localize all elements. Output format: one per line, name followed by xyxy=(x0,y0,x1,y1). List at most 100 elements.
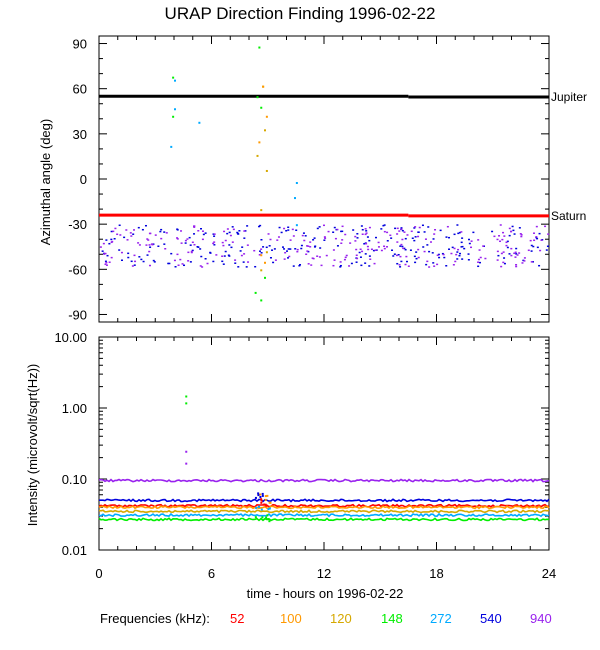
azimuth-point-940 xyxy=(148,232,151,235)
azimuth-point-540 xyxy=(340,230,343,233)
azimuth-point-540 xyxy=(160,228,163,231)
azimuth-point-940 xyxy=(187,260,190,262)
azimuth-point-540 xyxy=(461,237,464,239)
azimuth-point-540 xyxy=(515,253,518,255)
time-tick-label: 24 xyxy=(542,566,556,581)
azimuth-point-940 xyxy=(396,227,399,230)
azimuth-point-540 xyxy=(360,225,363,227)
azimuth-point-540 xyxy=(242,261,245,263)
azimuth-point-540 xyxy=(404,248,407,251)
azimuth-point-540 xyxy=(272,261,275,264)
azimuth-point-540 xyxy=(234,262,237,264)
azimuth-point-940 xyxy=(134,260,137,263)
azimuth-point-940 xyxy=(165,232,168,234)
azimuth-point-540 xyxy=(511,225,514,228)
azimuth-point-940 xyxy=(356,257,359,260)
azimuth-point-540 xyxy=(441,252,444,255)
azimuth-point-940 xyxy=(284,251,287,254)
azimuth-point-540 xyxy=(456,251,459,253)
azimuth-point-540 xyxy=(477,265,480,268)
azimuth-point-940 xyxy=(403,231,406,233)
azimuth-point-540 xyxy=(411,237,414,239)
intensity-series-148 xyxy=(98,517,550,522)
azimuth-point-940 xyxy=(453,247,456,250)
azimuth-point-540 xyxy=(142,260,145,263)
azimuth-point-940 xyxy=(267,233,270,235)
azimuth-point-940 xyxy=(324,237,327,240)
azimuth-point-940 xyxy=(503,235,506,237)
azimuth-point-940 xyxy=(501,238,504,241)
azimuth-point-540 xyxy=(536,246,539,249)
azimuth-point-940 xyxy=(105,264,108,266)
azimuth-point-540 xyxy=(118,249,121,251)
azimuth-point-940 xyxy=(410,230,413,233)
azimuth-point-940 xyxy=(523,257,526,259)
azimuth-point-940 xyxy=(398,264,401,266)
azimuth-point-540 xyxy=(538,264,541,267)
azimuth-point-540 xyxy=(213,244,216,246)
azimuth-point-940 xyxy=(332,264,335,267)
frequency-120: 120 xyxy=(330,611,352,626)
azimuth-point-940 xyxy=(154,234,157,236)
azimuth-point-540 xyxy=(230,246,233,249)
time-tick-label: 12 xyxy=(317,566,331,581)
azimuth-point-940 xyxy=(301,234,304,237)
azimuth-point-540 xyxy=(260,252,263,254)
azimuth-point-540 xyxy=(545,249,548,251)
azimuth-point-540 xyxy=(508,253,511,255)
intensity-burst-52 xyxy=(263,503,266,506)
azimuth-plot-frame xyxy=(98,35,550,323)
azimuth-point-940 xyxy=(180,230,183,232)
azimuth-point-940 xyxy=(148,244,151,246)
azimuth-point-540 xyxy=(339,264,342,267)
frequency-272: 272 xyxy=(430,611,452,626)
azimuth-point-940 xyxy=(404,263,407,266)
azimuth-point-940 xyxy=(99,246,102,248)
azimuth-point-540 xyxy=(448,248,451,250)
azimuth-point-540 xyxy=(355,261,358,263)
azimuth-point-540 xyxy=(286,250,289,252)
azimuth-point-940 xyxy=(112,230,115,233)
azimuth-point-940 xyxy=(499,240,502,243)
azimuth-point-540 xyxy=(287,248,290,250)
azimuth-point-940 xyxy=(283,258,286,260)
azimuth-point-940 xyxy=(138,244,141,246)
azimuth-point-940 xyxy=(540,239,543,241)
azimuth-point-540 xyxy=(159,230,162,233)
azimuth-point-940 xyxy=(334,237,337,240)
azimuth-point-940 xyxy=(221,255,224,257)
azimuth-point-540 xyxy=(460,241,463,244)
azimuth-point-940 xyxy=(521,262,524,264)
intensity-burst-52 xyxy=(265,504,268,507)
azimuth-point-540 xyxy=(238,230,241,232)
azimuth-point-940 xyxy=(148,264,151,267)
azimuth-point-940 xyxy=(193,226,196,228)
azimuth-point-540 xyxy=(189,244,192,246)
azimuth-point-540 xyxy=(413,227,416,229)
azimuth-point-540 xyxy=(472,231,475,234)
azimuth-point-940 xyxy=(383,247,386,250)
azimuth-point-540 xyxy=(146,254,149,256)
azimuth-point-940 xyxy=(544,225,547,228)
azimuth-point-940 xyxy=(366,245,369,248)
azimuth-point-540 xyxy=(209,251,212,254)
azimuth-point-540 xyxy=(319,247,322,249)
azimuth-point-540 xyxy=(212,260,215,263)
azimuth-point-540 xyxy=(243,237,246,239)
azimuth-y-tick-label: 30 xyxy=(73,127,87,142)
azimuth-point-540 xyxy=(318,226,321,228)
azimuth-point-540 xyxy=(241,246,244,248)
azimuth-point-940 xyxy=(373,262,376,265)
azimuth-point-940 xyxy=(406,234,409,236)
azimuth-point-540 xyxy=(422,246,425,248)
azimuth-point-940 xyxy=(414,226,417,228)
azimuth-point-940 xyxy=(380,249,383,252)
azimuth-point-940 xyxy=(389,234,392,237)
frequency-legend-label: Frequencies (kHz): xyxy=(100,611,210,626)
azimuth-point-540 xyxy=(259,224,262,227)
azimuth-point-940 xyxy=(318,256,321,258)
azimuth-point-940 xyxy=(401,238,404,241)
intensity-series-120 xyxy=(98,509,550,514)
azimuth-point-540 xyxy=(374,236,377,239)
